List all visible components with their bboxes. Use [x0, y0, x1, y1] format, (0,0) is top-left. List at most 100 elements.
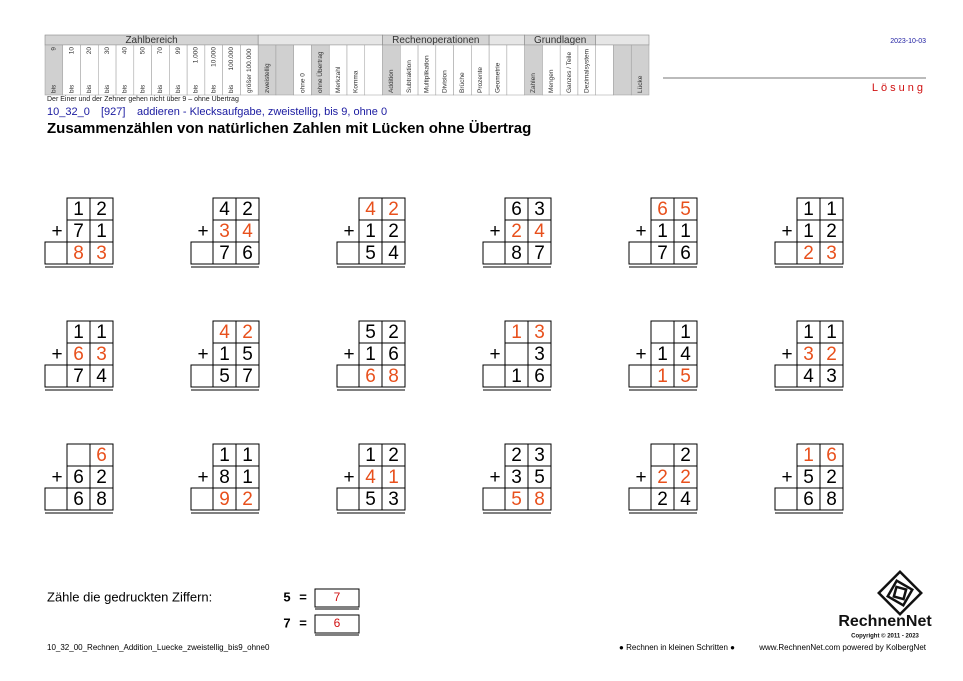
digit: 2 — [657, 489, 668, 510]
digit: 2 — [657, 467, 668, 488]
digit: 3 — [511, 467, 522, 488]
header-cell — [275, 44, 294, 96]
digit: 1 — [96, 221, 107, 242]
cell — [673, 364, 698, 388]
operator: + — [197, 221, 208, 242]
group-title: Zahlbereich — [125, 35, 177, 46]
digit: 5 — [680, 199, 691, 220]
digit: 1 — [219, 344, 230, 365]
digit: 1 — [657, 221, 668, 242]
count-box — [314, 588, 360, 608]
digit: 8 — [534, 489, 545, 510]
digit: 3 — [534, 445, 545, 466]
solution-label: Lösung — [872, 82, 926, 94]
range-prefix: bis — [86, 84, 93, 93]
digit: 5 — [365, 322, 376, 343]
note: Der Einer und der Zehner gehen nicht übe… — [47, 95, 239, 103]
range-value: 10 — [68, 47, 75, 55]
group-header — [595, 34, 650, 46]
operator: + — [197, 344, 208, 365]
digit: 1 — [96, 322, 107, 343]
operator: + — [781, 467, 792, 488]
cell — [819, 241, 844, 265]
digit: 1 — [73, 322, 84, 343]
digit: 1 — [365, 445, 376, 466]
column-label: Mengen — [548, 69, 555, 93]
column-label: ohne Übertrag — [316, 51, 324, 93]
digit: 2 — [388, 221, 399, 242]
digit: 1 — [803, 199, 814, 220]
range-value: 20 — [86, 47, 93, 55]
digit: 5 — [365, 243, 376, 264]
cell — [235, 241, 260, 265]
count-digit: 5 — [283, 589, 290, 604]
digit: 2 — [388, 322, 399, 343]
range-value: 30 — [104, 47, 111, 55]
digit: 8 — [388, 366, 399, 387]
digit: 6 — [73, 489, 84, 510]
range-value: 1.000 — [193, 47, 200, 64]
column-label: Brüche — [459, 72, 466, 93]
digit: 2 — [388, 199, 399, 220]
range-prefix: bis — [122, 84, 129, 93]
footer-file: 10_32_00_Rechnen_Addition_Luecke_zweiste… — [47, 643, 270, 652]
cell — [819, 364, 844, 388]
digit: 3 — [96, 344, 107, 365]
footer-site: www.RechnenNet.com powered by KolbergNet — [758, 643, 927, 652]
digit: 1 — [511, 322, 522, 343]
cell — [673, 487, 698, 511]
digit: 2 — [803, 243, 814, 264]
range-value: 100.000 — [228, 47, 235, 71]
digit: 7 — [73, 221, 84, 242]
column-label: Multiplikation — [424, 55, 431, 93]
digit: 4 — [242, 221, 253, 242]
digit: 2 — [826, 221, 837, 242]
digit: 1 — [388, 467, 399, 488]
group-header — [488, 34, 525, 46]
group-title: Rechenoperationen — [392, 35, 479, 46]
digit: 3 — [96, 243, 107, 264]
range-value: 70 — [157, 47, 164, 55]
digit: 2 — [388, 445, 399, 466]
digit: 8 — [826, 489, 837, 510]
operator: + — [197, 467, 208, 488]
range-value: 10.000 — [210, 47, 217, 67]
digit: 3 — [388, 489, 399, 510]
digit: 6 — [511, 199, 522, 220]
column-label: zweistellig — [264, 63, 271, 93]
range-prefix: bis — [193, 84, 200, 93]
range-value: 40 — [122, 47, 129, 55]
digit: 7 — [242, 366, 253, 387]
digit: 8 — [511, 243, 522, 264]
digit: 6 — [388, 344, 399, 365]
range-value: 50 — [139, 47, 146, 55]
operator: + — [343, 467, 354, 488]
digit: 2 — [242, 322, 253, 343]
digit: 1 — [242, 445, 253, 466]
cell — [381, 364, 406, 388]
digit: 1 — [242, 467, 253, 488]
digit: 4 — [680, 344, 691, 365]
digit: 2 — [511, 445, 522, 466]
digit: 1 — [803, 322, 814, 343]
code: 10_32_0 — [47, 106, 90, 118]
digit: 3 — [826, 366, 837, 387]
digit: 4 — [96, 366, 107, 387]
digit: 6 — [96, 445, 107, 466]
range-prefix: bis — [51, 84, 58, 93]
digit: 7 — [73, 366, 84, 387]
operator: + — [489, 344, 500, 365]
count-label: Zähle die gedruckten Ziffern: — [47, 589, 212, 604]
range-prefix: bis — [175, 84, 182, 93]
digit: 7 — [219, 243, 230, 264]
digit: 1 — [511, 366, 522, 387]
digit: 1 — [73, 199, 84, 220]
digit: 1 — [803, 445, 814, 466]
digit: 4 — [219, 199, 230, 220]
column-label: Addition — [388, 69, 395, 93]
header-cell — [613, 44, 632, 96]
digit: 6 — [73, 344, 84, 365]
logo-icon — [877, 570, 923, 616]
digit: 4 — [680, 489, 691, 510]
